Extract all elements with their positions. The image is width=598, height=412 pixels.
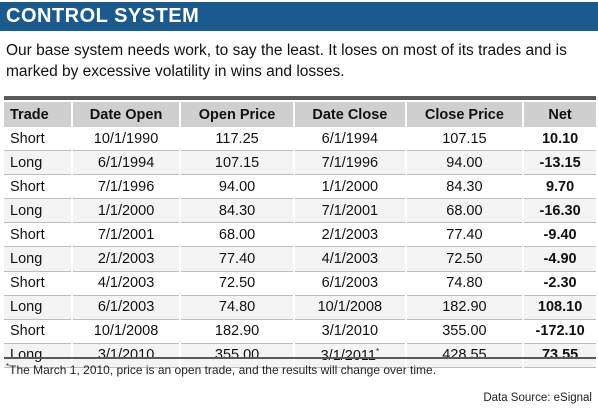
cell-open-price: 94.00 xyxy=(180,174,296,200)
column-header-open-price: Open Price xyxy=(180,102,296,127)
cell-trade: Short xyxy=(4,174,73,200)
cell-open-price: 72.50 xyxy=(180,271,296,296)
cell-open-price: 74.80 xyxy=(180,295,296,320)
cell-date-open: 6/1/2003 xyxy=(72,295,182,320)
cell-net: -4.90 xyxy=(523,246,596,272)
cell-trade: Short xyxy=(4,222,73,248)
cell-date-open: 7/1/2001 xyxy=(72,222,182,248)
cell-net: 108.10 xyxy=(523,295,596,320)
cell-net: -2.30 xyxy=(523,271,596,296)
table-row: Long 6/1/1994 107.15 7/1/1996 94.00 -13.15 xyxy=(4,150,596,176)
cell-net: -172.10 xyxy=(523,319,596,344)
cell-net: -9.40 xyxy=(523,222,596,248)
cell-date-close: 10/1/2008 xyxy=(294,295,407,320)
table-row: Long 6/1/2003 74.80 10/1/2008 182.90 108.10 xyxy=(4,295,596,320)
table-row: Short 7/1/1996 94.00 1/1/2000 84.30 9.70 xyxy=(4,174,596,200)
cell-close-price: 107.15 xyxy=(405,127,525,152)
cell-net: 9.70 xyxy=(523,174,596,200)
cell-open-price: 84.30 xyxy=(180,198,296,224)
cell-trade: Short xyxy=(4,271,73,296)
column-header-date-open: Date Open xyxy=(72,102,182,127)
cell-date-open: 2/1/2003 xyxy=(72,246,182,272)
cell-date-close: 3/1/2010 xyxy=(294,319,407,344)
cell-date-open: 1/1/2000 xyxy=(72,198,182,224)
cell-net: 73.55 xyxy=(523,343,596,368)
cell-trade: Long xyxy=(4,198,73,224)
intro-text: Our base system needs work, to say the l… xyxy=(6,42,567,80)
cell-date-close: 2/1/2003 xyxy=(294,222,407,248)
cell-date-open: 4/1/2003 xyxy=(72,271,182,296)
cell-trade: Long xyxy=(4,343,73,368)
cell-close-price: 77.40 xyxy=(405,222,525,248)
footnote: *The March 1, 2010, price is an open tra… xyxy=(6,362,436,377)
cell-close-price: 94.00 xyxy=(405,150,525,176)
cell-date-open: 10/1/2008 xyxy=(72,319,182,344)
cell-trade: Short xyxy=(4,127,73,152)
cell-date-close: 6/1/1994 xyxy=(294,127,407,152)
cell-open-price: 77.40 xyxy=(180,246,296,272)
page-title: CONTROL SYSTEM xyxy=(0,2,598,31)
table-header-row: Trade Date Open Open Price Date Close Cl… xyxy=(4,102,596,127)
cell-date-close: 7/1/2001 xyxy=(294,198,407,224)
cell-close-price: 84.30 xyxy=(405,174,525,200)
cell-trade: Short xyxy=(4,319,73,344)
cell-open-price: 355.00 xyxy=(180,343,296,368)
table-row: Short 10/1/2008 182.90 3/1/2010 355.00 -172.1… xyxy=(4,319,596,344)
table-bottom-rule xyxy=(4,357,596,359)
cell-date-open: 6/1/1994 xyxy=(72,150,182,176)
cell-open-price: 107.15 xyxy=(180,150,296,176)
cell-trade: Long xyxy=(4,150,73,176)
trades-table: Trade Date Open Open Price Date Close Cl… xyxy=(4,102,596,368)
column-header-close-price: Close Price xyxy=(405,102,525,127)
table-row: Short 7/1/2001 68.00 2/1/2003 77.40 -9.40 xyxy=(4,222,596,248)
cell-net: -13.15 xyxy=(523,150,596,176)
data-source: Data Source: eSignal xyxy=(483,392,592,404)
cell-date-open: 10/1/1990 xyxy=(72,127,182,152)
footnote-text: The March 1, 2010, price is an open trad… xyxy=(9,363,437,377)
cell-open-price: 68.00 xyxy=(180,222,296,248)
table-row: Long 3/1/2010 355.00 3/1/2011* 428.55 73.55 xyxy=(4,343,596,368)
cell-date-close: 3/1/2011* xyxy=(294,343,407,368)
cell-close-price: 182.90 xyxy=(405,295,525,320)
table-row: Short 10/1/1990 117.25 6/1/1994 107.15 10.10 xyxy=(4,127,596,152)
footnote-marker: * xyxy=(375,346,380,356)
cell-date-close: 4/1/2003 xyxy=(294,246,407,272)
cell-date-close: 1/1/2000 xyxy=(294,174,407,200)
cell-open-price: 117.25 xyxy=(180,127,296,152)
table-top-rule xyxy=(4,96,596,100)
column-header-trade: Trade xyxy=(4,102,73,127)
cell-date-open: 3/1/2010 xyxy=(72,343,182,368)
cell-trade: Long xyxy=(4,295,73,320)
cell-net: 10.10 xyxy=(523,127,596,152)
cell-net: -16.30 xyxy=(523,198,596,224)
footnote-marker: * xyxy=(6,362,10,371)
column-header-net: Net xyxy=(523,102,596,127)
cell-close-price: 355.00 xyxy=(405,319,525,344)
table-row: Long 1/1/2000 84.30 7/1/2001 68.00 -16.30 xyxy=(4,198,596,224)
cell-date-close: 7/1/1996 xyxy=(294,150,407,176)
cell-open-price: 182.90 xyxy=(180,319,296,344)
cell-trade: Long xyxy=(4,246,73,272)
cell-close-price: 68.00 xyxy=(405,198,525,224)
cell-close-price: 72.50 xyxy=(405,246,525,272)
cell-close-price: 74.80 xyxy=(405,271,525,296)
column-header-date-close: Date Close xyxy=(294,102,407,127)
cell-date-close: 6/1/2003 xyxy=(294,271,407,296)
cell-close-price: 428.55 xyxy=(405,343,525,368)
cell-date-open: 7/1/1996 xyxy=(72,174,182,200)
table-row: Long 2/1/2003 77.40 4/1/2003 72.50 -4.90 xyxy=(4,246,596,272)
table-row: Short 4/1/2003 72.50 6/1/2003 74.80 -2.30 xyxy=(4,271,596,296)
